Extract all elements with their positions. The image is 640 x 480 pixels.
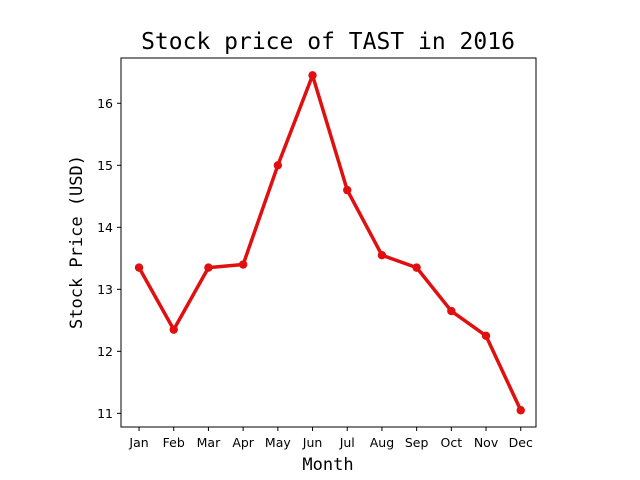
x-axis-ticks: Jan Feb Mar Apr May Jun Jul Aug Sep Oct Nov Dec xyxy=(128,427,533,450)
data-point xyxy=(238,260,248,269)
y-tick-label: 14 xyxy=(97,220,113,235)
data-point xyxy=(412,263,421,272)
series-line xyxy=(137,73,523,413)
data-point xyxy=(204,263,213,272)
data-point xyxy=(447,306,456,316)
y-tick-label: 11 xyxy=(97,406,113,421)
y-tick-label: 12 xyxy=(97,344,113,359)
data-point xyxy=(273,161,283,170)
x-tick-label: Jun xyxy=(302,435,323,450)
data-point xyxy=(343,185,352,195)
data-point xyxy=(308,71,317,80)
data-point xyxy=(516,406,525,415)
data-point xyxy=(134,263,144,272)
x-tick-label: Oct xyxy=(441,435,463,450)
data-point xyxy=(481,331,491,341)
chart-title: Stock price of TAST in 2016 xyxy=(141,29,515,55)
x-tick-label: Jan xyxy=(128,435,148,450)
x-tick-label: Mar xyxy=(197,435,221,450)
y-tick-label: 16 xyxy=(97,96,113,111)
y-axis-ticks: 11 12 13 14 15 16 xyxy=(97,96,121,421)
x-tick-label: Nov xyxy=(474,435,499,450)
data-point xyxy=(169,325,178,334)
data-point xyxy=(377,251,387,260)
x-tick-label: Sep xyxy=(405,435,429,450)
x-tick-label: Feb xyxy=(163,435,185,450)
y-tick-label: 13 xyxy=(97,282,113,297)
x-tick-label: Apr xyxy=(232,435,254,450)
x-tick-label: May xyxy=(265,435,291,450)
x-axis-label: Month xyxy=(302,455,353,475)
plot-area-frame xyxy=(120,57,537,428)
series-group xyxy=(134,71,525,415)
y-axis-label: Stock Price (USD) xyxy=(67,155,87,329)
x-tick-label: Aug xyxy=(370,435,394,450)
x-tick-label: Dec xyxy=(509,435,533,450)
x-tick-label: Jul xyxy=(339,435,355,450)
y-tick-label: 15 xyxy=(97,158,113,173)
